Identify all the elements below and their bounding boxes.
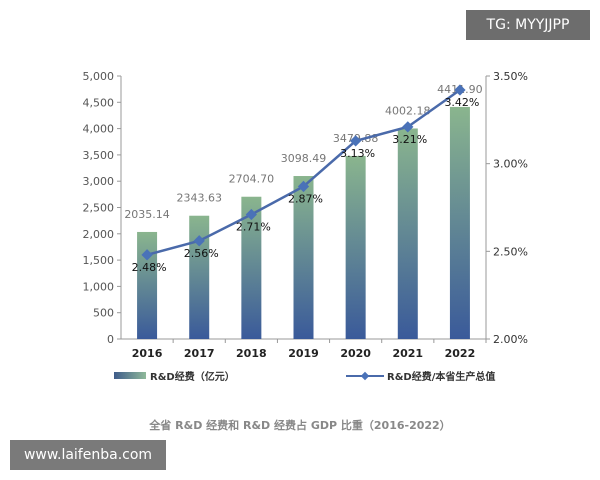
line-marker — [349, 135, 362, 147]
x-tick-label: 2021 — [392, 347, 423, 360]
right-tick-label: 3.50% — [493, 70, 528, 83]
left-tick-label: 3,000 — [83, 175, 115, 188]
watermark-site: www.laifenba.com — [10, 440, 166, 470]
left-tick-label: 500 — [93, 307, 114, 320]
left-tick-label: 1,000 — [83, 280, 115, 293]
bar-label: 3098.49 — [281, 152, 327, 165]
line-label: 2.56% — [184, 247, 219, 260]
bar-label: 2035.14 — [124, 208, 170, 221]
bar — [345, 155, 366, 339]
right-tick-label: 2.50% — [493, 245, 528, 258]
bar-label: 4002.18 — [385, 104, 431, 117]
right-tick-label: 2.00% — [493, 333, 528, 346]
x-tick-label: 2016 — [132, 347, 163, 360]
bar-label: 2343.63 — [176, 192, 222, 205]
line-label: 2.87% — [288, 192, 323, 205]
line-marker — [245, 208, 258, 221]
left-tick-label: 4,000 — [83, 123, 115, 136]
line-label: 2.48% — [132, 261, 167, 274]
x-tick-label: 2017 — [184, 347, 215, 360]
bar-label: 2704.70 — [229, 173, 275, 186]
x-tick-label: 2019 — [288, 347, 319, 360]
legend-line-swatch — [346, 371, 384, 380]
bar — [137, 231, 158, 339]
line-label: 3.13% — [340, 147, 375, 160]
left-tick-label: 5,000 — [83, 70, 115, 83]
line-label: 3.21% — [392, 133, 427, 146]
left-tick-label: 4,500 — [83, 96, 115, 109]
left-tick-label: 0 — [107, 333, 114, 346]
left-tick-label: 3,500 — [83, 149, 115, 162]
legend-line: R&D经费/本省生产总值 — [346, 368, 495, 383]
chart-title: 全省 R&D 经费和 R&D 经费占 GDP 比重（2016-2022） — [149, 419, 451, 432]
bar — [189, 215, 210, 339]
watermark-tg: TG: MYYJJPP — [466, 10, 590, 40]
legend-bar: R&D经费（亿元） — [114, 368, 235, 383]
legend-bar-swatch — [114, 372, 146, 379]
line-marker — [297, 180, 310, 193]
line-marker — [193, 235, 205, 247]
left-tick-label: 1,500 — [83, 254, 115, 267]
bar — [449, 106, 470, 340]
line-label: 2.71% — [236, 221, 271, 234]
bar — [397, 128, 418, 339]
bar — [293, 176, 314, 339]
bar — [241, 196, 262, 339]
x-tick-label: 2020 — [340, 347, 371, 360]
right-tick-label: 3.00% — [493, 158, 528, 171]
x-tick-label: 2018 — [236, 347, 267, 360]
legend-line-label: R&D经费/本省生产总值 — [387, 372, 496, 383]
line-label: 3.42% — [444, 96, 479, 109]
x-tick-label: 2022 — [445, 347, 476, 360]
left-tick-label: 2,500 — [83, 202, 115, 215]
line-marker — [141, 249, 153, 261]
left-tick-label: 2,000 — [83, 228, 115, 241]
legend-bar-label: R&D经费（亿元） — [150, 372, 235, 383]
